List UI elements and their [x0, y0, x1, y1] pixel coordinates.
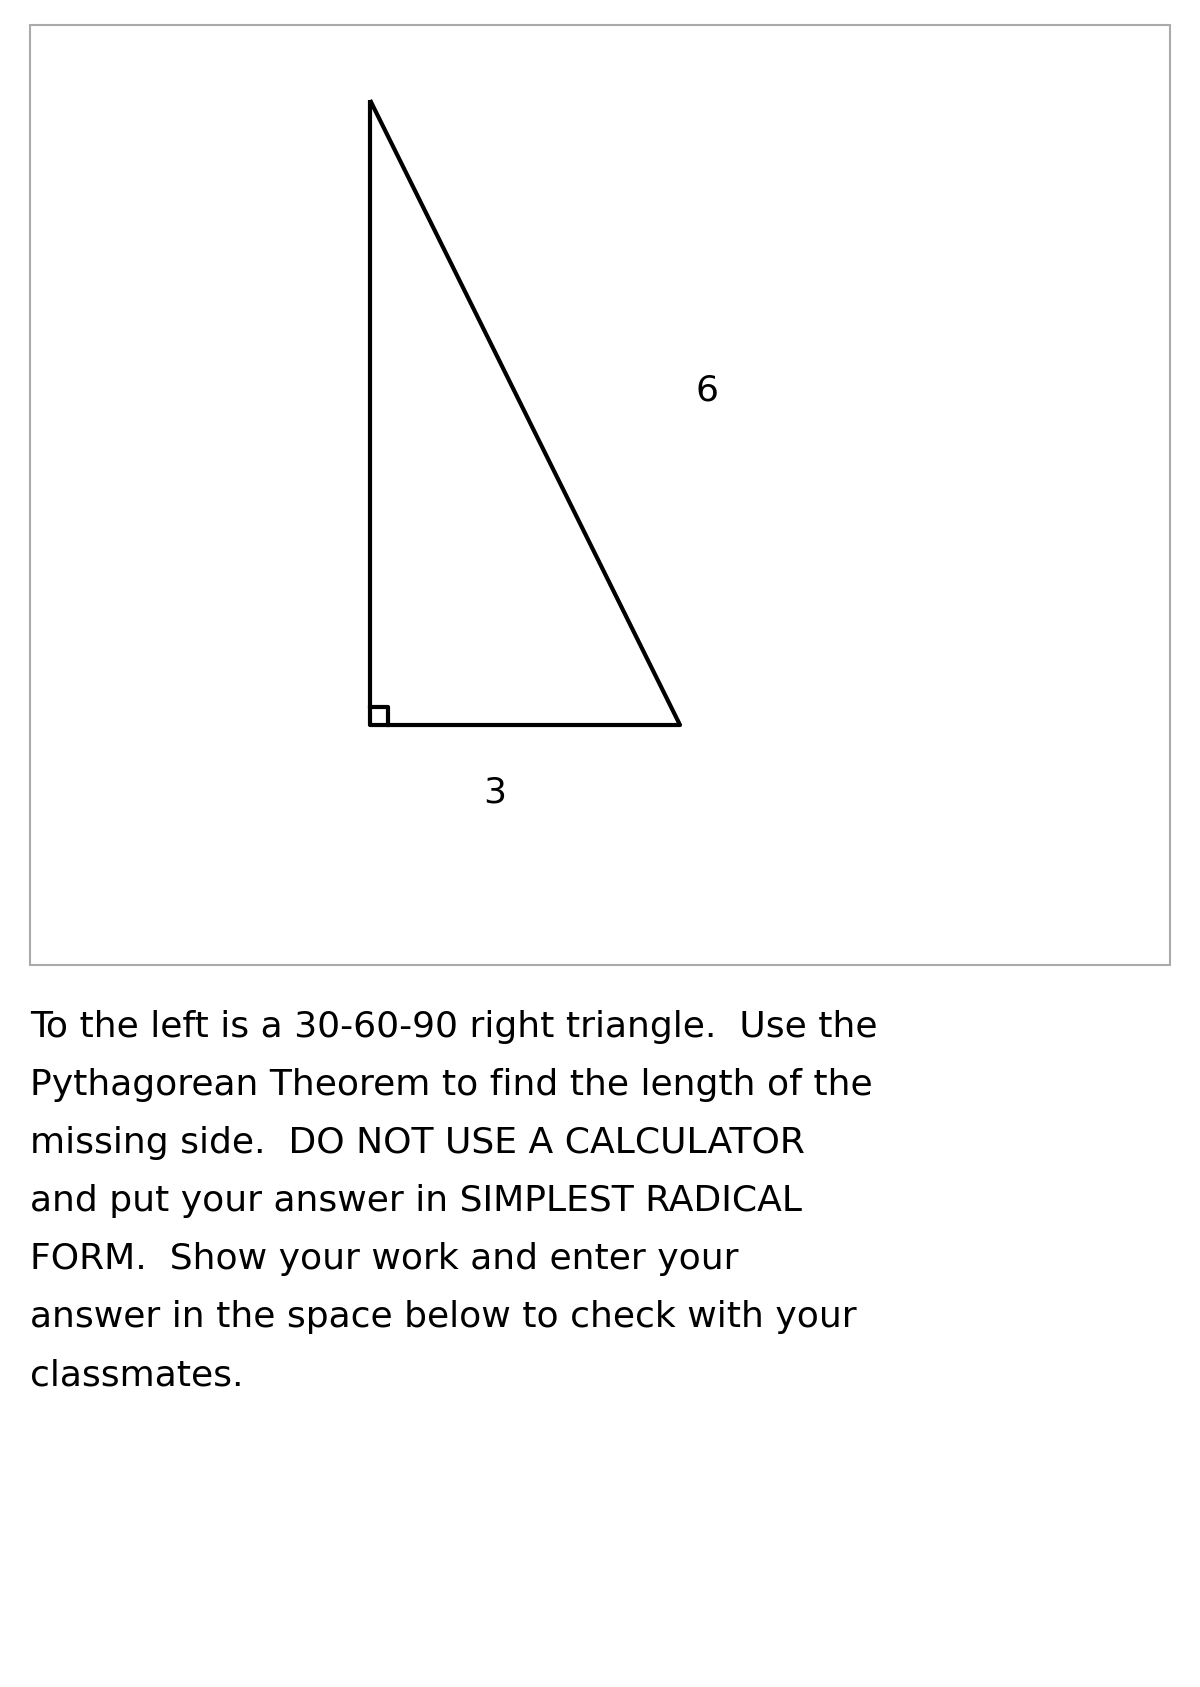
Text: answer in the space below to check with your: answer in the space below to check with … — [30, 1301, 857, 1334]
Text: 3: 3 — [484, 774, 506, 810]
Text: To the left is a 30-60-90 right triangle.  Use the: To the left is a 30-60-90 right triangle… — [30, 1011, 877, 1044]
Text: and put your answer in SIMPLEST RADICAL: and put your answer in SIMPLEST RADICAL — [30, 1184, 802, 1218]
Text: 6: 6 — [695, 373, 718, 407]
Text: FORM.  Show your work and enter your: FORM. Show your work and enter your — [30, 1242, 738, 1275]
Text: Pythagorean Theorem to find the length of the: Pythagorean Theorem to find the length o… — [30, 1068, 872, 1102]
Text: missing side.  DO NOT USE A CALCULATOR: missing side. DO NOT USE A CALCULATOR — [30, 1125, 805, 1161]
Bar — [30, 25, 1170, 965]
Text: classmates.: classmates. — [30, 1358, 244, 1392]
